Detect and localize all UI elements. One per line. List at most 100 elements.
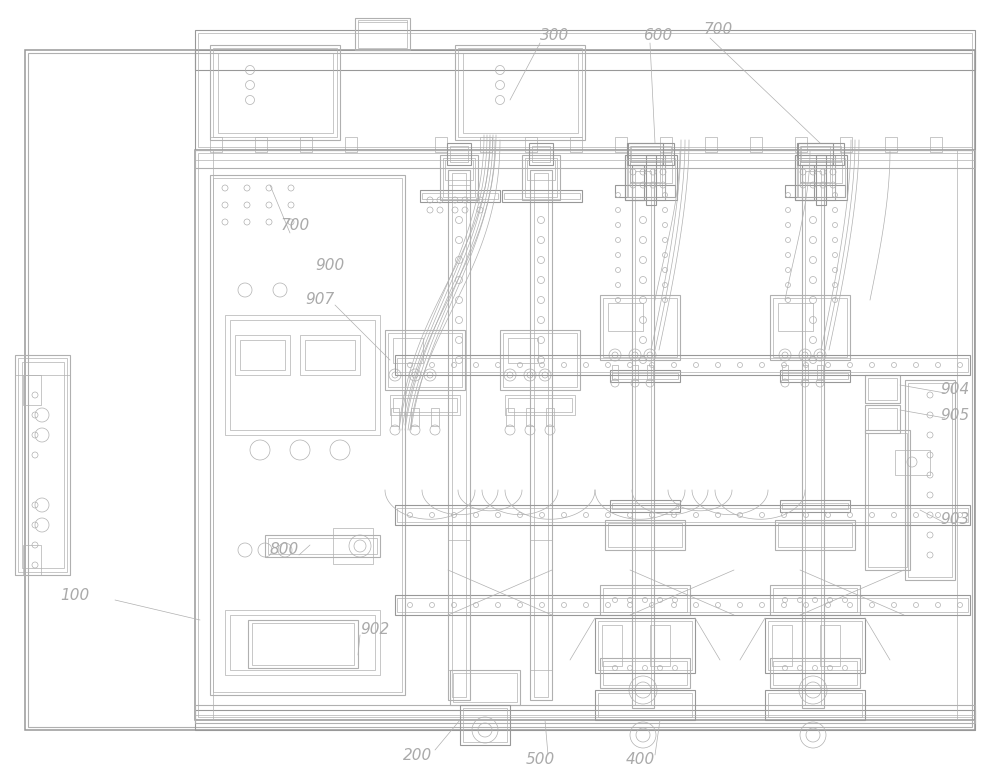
Bar [780, 370, 850, 382]
Text: 905: 905 [940, 407, 970, 423]
Bar [532, 146, 550, 162]
Bar [452, 173, 466, 697]
Text: 300: 300 [540, 27, 570, 43]
Bar [448, 170, 470, 700]
Bar [908, 383, 952, 577]
Bar [602, 625, 622, 666]
Bar [546, 408, 554, 426]
Bar [463, 708, 507, 742]
Bar [625, 155, 677, 200]
Bar [627, 143, 663, 165]
Bar [210, 137, 222, 152]
Bar [218, 53, 333, 133]
Bar [391, 408, 399, 426]
Bar [595, 690, 695, 720]
Bar [770, 585, 860, 615]
Bar [28, 53, 972, 727]
Text: 600: 600 [643, 27, 673, 43]
Bar [630, 160, 660, 182]
Bar [445, 160, 473, 180]
Bar [230, 320, 375, 430]
Bar [198, 153, 972, 717]
Bar [705, 137, 717, 152]
Bar [235, 335, 290, 375]
Bar [195, 30, 975, 150]
Bar [865, 430, 910, 570]
Bar [18, 358, 67, 572]
Bar [797, 143, 833, 165]
Bar [248, 620, 358, 668]
Bar [647, 365, 653, 380]
Bar [868, 433, 907, 567]
Bar [213, 178, 402, 692]
Bar [195, 150, 213, 720]
Bar [865, 375, 900, 403]
Bar [503, 333, 577, 387]
Bar [195, 150, 975, 720]
Bar [905, 380, 955, 580]
Bar [801, 146, 841, 162]
Bar [450, 670, 520, 705]
Bar [240, 340, 285, 370]
Bar [453, 673, 517, 702]
Bar [765, 690, 865, 720]
Bar [268, 538, 377, 554]
Bar [355, 18, 410, 50]
Text: 800: 800 [269, 542, 299, 558]
Bar [195, 50, 975, 70]
Bar [608, 303, 643, 331]
Bar [595, 618, 695, 673]
Bar [795, 155, 835, 200]
Bar [508, 398, 572, 412]
Bar [397, 358, 968, 372]
Bar [868, 378, 897, 400]
Bar [480, 137, 492, 152]
Text: 900: 900 [315, 257, 345, 273]
Bar [775, 520, 855, 550]
Bar [300, 137, 312, 152]
Bar [305, 340, 355, 370]
Bar [448, 540, 470, 670]
Bar [385, 330, 465, 390]
Bar [530, 170, 552, 700]
Bar [957, 150, 975, 720]
Bar [395, 505, 970, 525]
Bar [773, 298, 847, 357]
Bar [395, 355, 970, 375]
Bar [505, 395, 575, 415]
Bar [395, 595, 970, 615]
Bar [225, 315, 380, 435]
Bar [632, 165, 644, 200]
Bar [628, 143, 674, 165]
Bar [450, 146, 468, 162]
Bar [225, 610, 380, 675]
Bar [795, 155, 847, 200]
Bar [930, 137, 942, 152]
Bar [768, 693, 862, 717]
Bar [630, 146, 660, 162]
Bar [195, 710, 975, 730]
Bar [650, 625, 670, 666]
Bar [782, 365, 788, 380]
Bar [530, 540, 552, 670]
Bar [333, 528, 373, 564]
Bar [800, 146, 830, 162]
Bar [527, 160, 555, 180]
Bar [772, 625, 792, 666]
Bar [440, 155, 478, 200]
Bar [630, 161, 672, 183]
Bar [455, 45, 585, 140]
Text: 500: 500 [525, 752, 555, 768]
Bar [397, 598, 968, 612]
Bar [750, 137, 762, 152]
Text: 100: 100 [60, 587, 90, 602]
Text: 903: 903 [940, 513, 970, 528]
Bar [802, 165, 814, 200]
Bar [525, 137, 537, 152]
Bar [213, 48, 337, 137]
Bar [195, 150, 975, 168]
Bar [431, 408, 439, 426]
Bar [23, 375, 41, 405]
Bar [265, 535, 380, 557]
Bar [797, 158, 845, 197]
